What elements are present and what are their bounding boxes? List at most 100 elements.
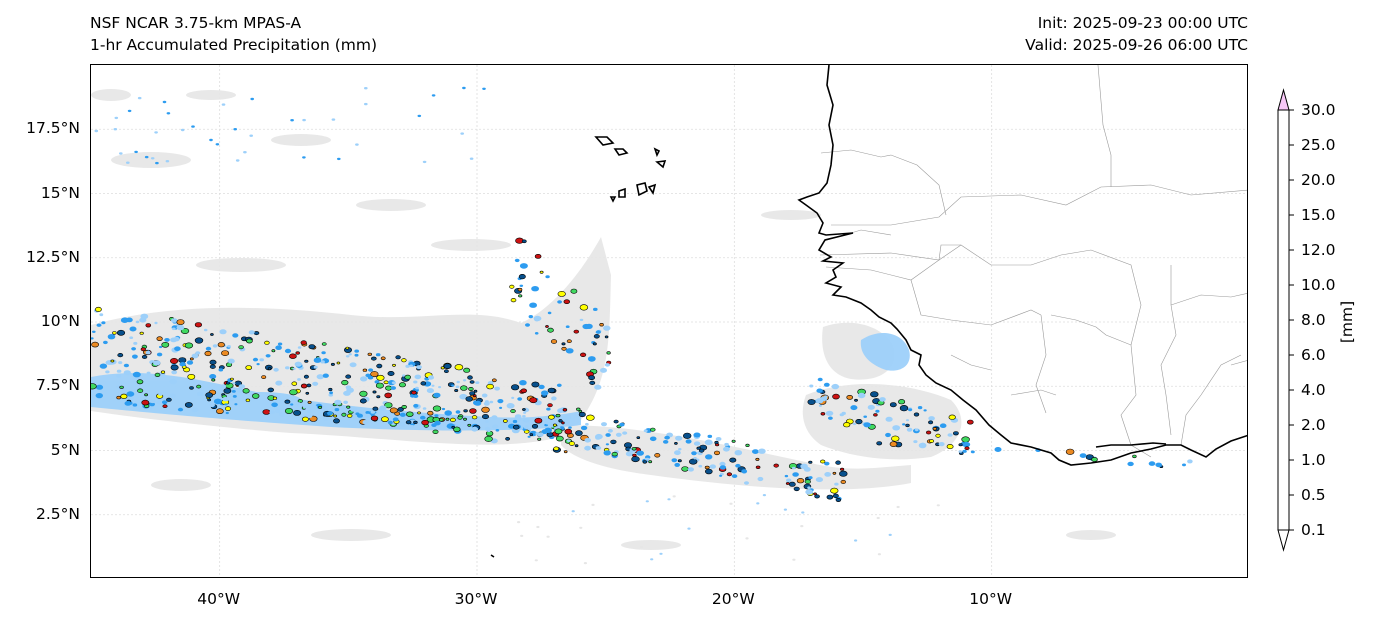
- rain-cell: [322, 416, 329, 421]
- rain-cell: [923, 409, 927, 412]
- rain-cell: [343, 407, 347, 411]
- rain-cell: [818, 404, 823, 407]
- rain-cell: [173, 336, 180, 342]
- rain-cell: [209, 359, 217, 365]
- rain-cell: [96, 323, 102, 327]
- rain-cell: [484, 426, 491, 431]
- rain-cell: [149, 407, 153, 410]
- rain-cell: [164, 338, 170, 342]
- rain-cell: [715, 437, 722, 441]
- rain-cell: [350, 406, 358, 412]
- rain-cell: [531, 286, 539, 292]
- rain-cell: [154, 131, 158, 134]
- rain-cell: [259, 358, 264, 362]
- rain-cell: [550, 339, 558, 344]
- rain-cell: [491, 415, 498, 420]
- rain-cell: [605, 443, 610, 446]
- rain-cell: [222, 397, 229, 402]
- rain-cell: [481, 414, 489, 420]
- rain-cell: [323, 358, 328, 361]
- rain-cell: [413, 380, 418, 384]
- rain-cell: [401, 358, 407, 363]
- rain-cell: [688, 458, 698, 465]
- rain-cell: [212, 344, 218, 348]
- rain-cell: [413, 420, 418, 425]
- rain-cell: [467, 375, 473, 380]
- rain-cell: [414, 374, 422, 380]
- rain-cell: [284, 348, 292, 354]
- rain-cell: [555, 435, 564, 442]
- rain-cell: [707, 434, 713, 438]
- rain-cell: [155, 161, 159, 165]
- rain-cell: [492, 424, 499, 429]
- rain-cell: [519, 380, 527, 386]
- rain-cell: [375, 353, 381, 357]
- rain-cell: [892, 425, 901, 431]
- rain-cell: [392, 417, 399, 422]
- rain-cell: [832, 393, 840, 400]
- rain-cell: [238, 345, 244, 350]
- rain-cell: [124, 401, 132, 406]
- rain-cell: [465, 396, 473, 402]
- rain-cell: [675, 435, 683, 441]
- convective-cells: [91, 86, 1193, 565]
- rain-cell: [783, 508, 788, 511]
- rain-cell: [110, 359, 115, 363]
- rain-cell: [682, 432, 692, 439]
- rain-cell: [261, 375, 267, 380]
- rain-cell: [914, 428, 919, 432]
- rain-cell: [362, 420, 369, 425]
- rain-cell: [211, 378, 216, 382]
- rain-cell: [854, 539, 858, 542]
- colorbar-level-label: 6.0: [1301, 346, 1326, 364]
- rain-cell: [275, 345, 282, 351]
- rain-cell: [384, 392, 393, 399]
- rain-cell: [896, 505, 900, 509]
- rain-cell: [191, 125, 195, 128]
- rain-cell: [817, 377, 823, 382]
- rain-cell: [233, 128, 237, 131]
- rain-cell: [443, 363, 452, 369]
- rain-cell: [834, 482, 839, 486]
- rain-cell: [514, 414, 522, 419]
- rain-cell: [573, 329, 579, 334]
- rain-cell: [243, 151, 247, 154]
- rain-cell: [252, 393, 260, 399]
- rain-cell: [936, 504, 940, 507]
- rain-cell: [127, 109, 132, 113]
- rain-cell: [145, 323, 152, 328]
- rain-cell: [962, 449, 967, 453]
- rain-cell: [813, 492, 817, 496]
- rain-cell: [438, 386, 442, 389]
- rain-cell: [169, 357, 179, 364]
- rain-cell: [275, 409, 281, 413]
- rain-cell: [593, 307, 598, 311]
- rain-cell: [642, 460, 647, 464]
- rain-cell: [745, 443, 750, 448]
- rain-cell: [719, 465, 727, 470]
- rain-cell: [449, 417, 456, 423]
- rain-cell: [178, 357, 187, 363]
- rain-cell: [587, 356, 596, 362]
- rain-cell: [735, 463, 741, 468]
- rain-cell: [231, 390, 236, 393]
- rain-cell: [595, 446, 602, 450]
- rain-cell: [434, 414, 439, 417]
- rain-cell: [625, 451, 634, 457]
- rain-cell: [161, 400, 168, 405]
- rain-cell: [322, 373, 329, 378]
- rain-cell: [327, 411, 333, 416]
- rain-cell: [391, 381, 396, 385]
- colorbar-level-label: 20.0: [1301, 171, 1336, 189]
- rain-cell: [321, 342, 327, 346]
- rain-cell: [850, 405, 858, 411]
- rain-cell: [592, 342, 597, 346]
- rain-cell: [213, 398, 222, 405]
- lat-tick-label: 15°N: [40, 183, 80, 202]
- lat-tick-label: 2.5°N: [36, 504, 80, 523]
- rain-cell: [209, 364, 216, 369]
- rain-cell: [723, 446, 730, 452]
- rain-cell: [328, 387, 333, 392]
- rain-cell: [215, 143, 220, 146]
- rain-cell: [531, 381, 540, 388]
